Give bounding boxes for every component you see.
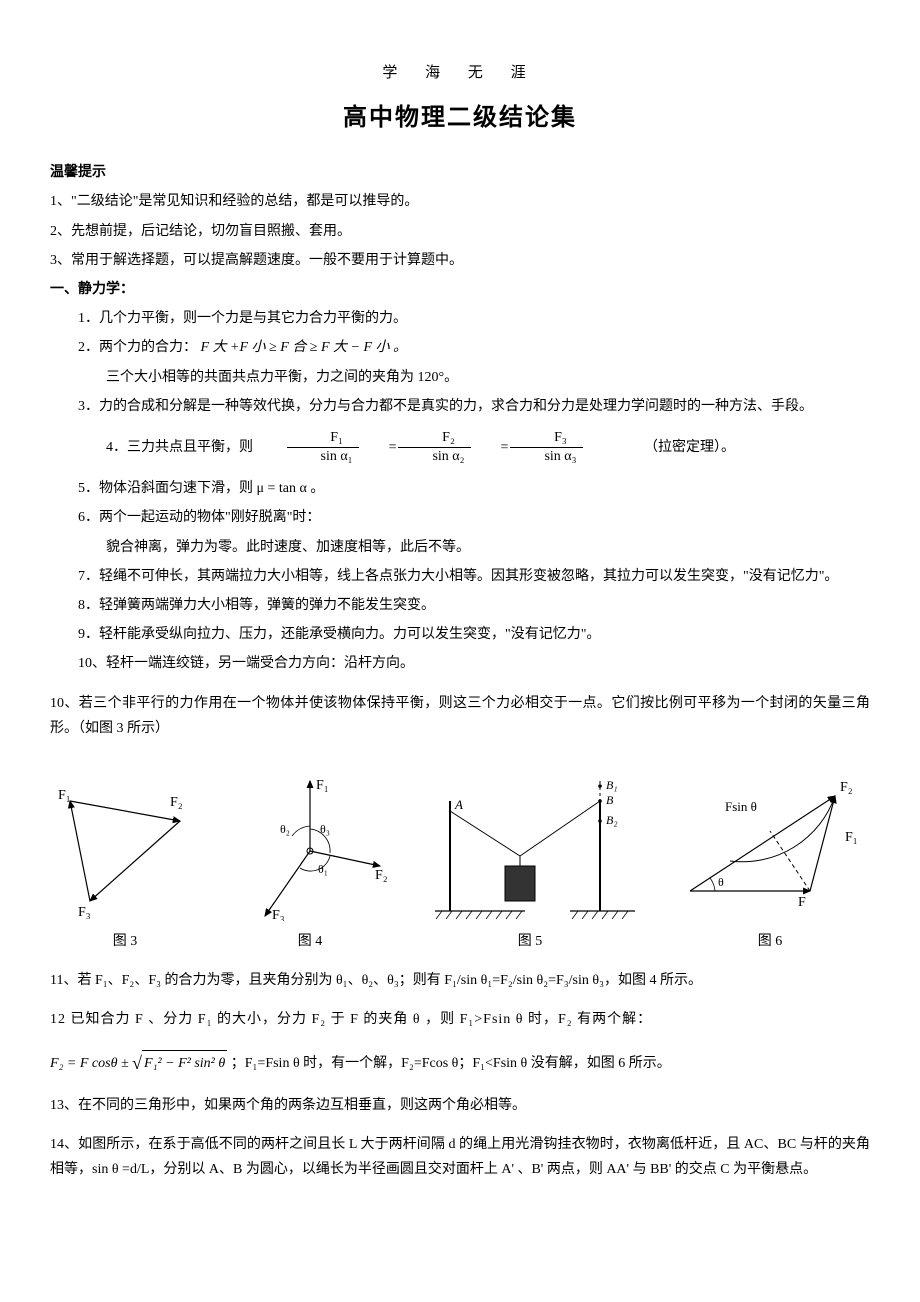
eq2: = (473, 435, 509, 460)
frac-f3-den: sin α₃ (510, 448, 582, 466)
svg-text:F₃: F₃ (78, 905, 91, 920)
s1-p10b: 10、若三个非平行的力作用在一个物体并使该物体保持平衡，则这三个力必相交于一点。… (50, 691, 870, 741)
after-p13: 13、在不同的三角形中，如果两个角的两条边互相垂直，则这两个角必相等。 (50, 1093, 870, 1118)
frac-f2-num: F₂ (398, 429, 470, 448)
s1-p3: 3．力的合成和分解是一种等效代换，分力与合力都不是真实的力，求合力和分力是处理力… (50, 394, 870, 419)
svg-text:B₁: B₁ (606, 778, 618, 792)
svg-text:A: A (454, 797, 463, 812)
s1-p2: 2．两个力的合力： F 大 +F 小 ≥ F 合 ≥ F 大 − F 小 。 (50, 335, 870, 360)
eq1: = (361, 435, 397, 460)
p12b-post: ；F₁=Fsin θ 时，有一个解，F₂=Fcos θ；F₁<Fsin θ 没有… (227, 1056, 671, 1071)
figure-5-caption: 图 5 (420, 929, 640, 954)
s1-p2-pre: 2．两个力的合力： (78, 340, 197, 355)
p12b-sqrt: F₁² − F² sin² θ (142, 1050, 227, 1076)
svg-text:F₃: F₃ (272, 908, 285, 921)
tip-2: 2、先想前提，后记结论，切勿盲目照搬、套用。 (50, 219, 870, 244)
s1-p10a: 10、轻杆一端连绞链，另一端受合力方向：沿杆方向。 (50, 651, 870, 676)
after-p12a: 12 已知合力 F 、分力 F₁ 的大小，分力 F₂ 于 F 的夹角 θ ，则 … (50, 1007, 870, 1032)
frac-f2-den: sin α₂ (398, 448, 470, 466)
svg-text:θ₃: θ₃ (320, 822, 330, 836)
s1-p1: 1．几个力平衡，则一个力是与其它力合力平衡的力。 (50, 306, 870, 331)
figure-3-caption: 图 3 (50, 929, 200, 954)
figure-5-svg: A B₁ B B₂ (420, 771, 640, 921)
svg-text:Fsin θ: Fsin θ (725, 799, 757, 814)
tips-title: 温馨提示 (50, 160, 870, 185)
tip-1: 1、"二级结论"是常见知识和经验的总结，都是可以推导的。 (50, 189, 870, 214)
s1-p2-formula: F 大 +F 小 ≥ F 合 ≥ F 大 − F 小 。 (201, 340, 408, 355)
svg-text:B₂: B₂ (606, 813, 618, 827)
s1-p6-line2: 貌合神离，弹力为零。此时速度、加速度相等，此后不等。 (50, 535, 870, 560)
frac-f3: F₃ sin α₃ (510, 429, 582, 466)
after-p14: 14、如图所示，在系于高低不同的两杆之间且长 L 大于两杆间隔 d 的绳上用光滑… (50, 1132, 870, 1182)
section1-title: 一、静力学： (50, 277, 870, 302)
after-p11: 11、若 F₁、F₂、F₃ 的合力为零，且夹角分别为 θ₁、θ₂、θ₃；则有 F… (50, 968, 870, 993)
figure-3: F₁ F₂ F₃ 图 3 (50, 771, 200, 954)
figure-6-svg: F F₁ F₂ Fsin θ θ (670, 771, 870, 921)
frac-f3-num: F₃ (510, 429, 582, 448)
after-p12b: F₂ = F cosθ ± √F₁² − F² sin² θ ；F₁=Fsin … (50, 1047, 870, 1079)
svg-text:F₁: F₁ (58, 788, 71, 803)
svg-text:F₂: F₂ (170, 795, 183, 810)
s1-p6: 6．两个一起运动的物体"刚好脱离"时： (50, 505, 870, 530)
svg-text:θ: θ (718, 875, 724, 889)
svg-text:θ₁: θ₁ (318, 862, 328, 876)
svg-text:F₁: F₁ (316, 778, 329, 793)
p12b-pre: F₂ = F cosθ ± (50, 1056, 132, 1071)
frac-f1-den: sin α₁ (287, 448, 359, 466)
s1-p7: 7．轻绳不可伸长，其两端拉力大小相等，线上各点张力大小相等。因其形变被忽略，其拉… (50, 564, 870, 589)
main-title: 高中物理二级结论集 (50, 97, 870, 140)
figure-3-svg: F₁ F₂ F₃ (50, 771, 200, 921)
s1-p8: 8．轻弹簧两端弹力大小相等，弹簧的弹力不能发生突变。 (50, 593, 870, 618)
svg-text:F₂: F₂ (840, 780, 853, 795)
figure-4: F₁ F₂ F₃ θ₂ θ₃ θ₁ 图 4 (230, 771, 390, 954)
s1-p4-post: （拉密定理）。 (616, 435, 735, 460)
s1-p2-line2: 三个大小相等的共面共点力平衡，力之间的夹角为 120°。 (50, 365, 870, 390)
figure-4-svg: F₁ F₂ F₃ θ₂ θ₃ θ₁ (230, 771, 390, 921)
svg-text:F₁: F₁ (845, 830, 858, 845)
frac-f2: F₂ sin α₂ (398, 429, 470, 466)
frac-f1-num: F₁ (287, 429, 359, 448)
svg-text:θ₂: θ₂ (280, 822, 290, 836)
svg-text:F: F (798, 895, 806, 910)
s1-p4: 4．三力共点且平衡，则 F₁ sin α₁ = F₂ sin α₂ = F₃ s… (50, 429, 870, 466)
svg-text:F₂: F₂ (375, 868, 388, 883)
svg-text:B: B (606, 793, 614, 807)
figure-4-caption: 图 4 (230, 929, 390, 954)
s1-p5: 5．物体沿斜面匀速下滑，则 μ = tan α 。 (50, 476, 870, 501)
s1-p9: 9．轻杆能承受纵向拉力、压力，还能承受横向力。力可以发生突变，"没有记忆力"。 (50, 622, 870, 647)
figure-6-caption: 图 6 (670, 929, 870, 954)
figure-5: A B₁ B B₂ 图 5 (420, 771, 640, 954)
page-header-small: 学 海 无 涯 (50, 60, 870, 87)
figure-6: F F₁ F₂ Fsin θ θ 图 6 (670, 771, 870, 954)
frac-f1: F₁ sin α₁ (287, 429, 359, 466)
tip-3: 3、常用于解选择题，可以提高解题速度。一般不要用于计算题中。 (50, 248, 870, 273)
s1-p4-pre: 4．三力共点且平衡，则 (78, 435, 253, 460)
sqrt-sign: √ (132, 1053, 142, 1073)
